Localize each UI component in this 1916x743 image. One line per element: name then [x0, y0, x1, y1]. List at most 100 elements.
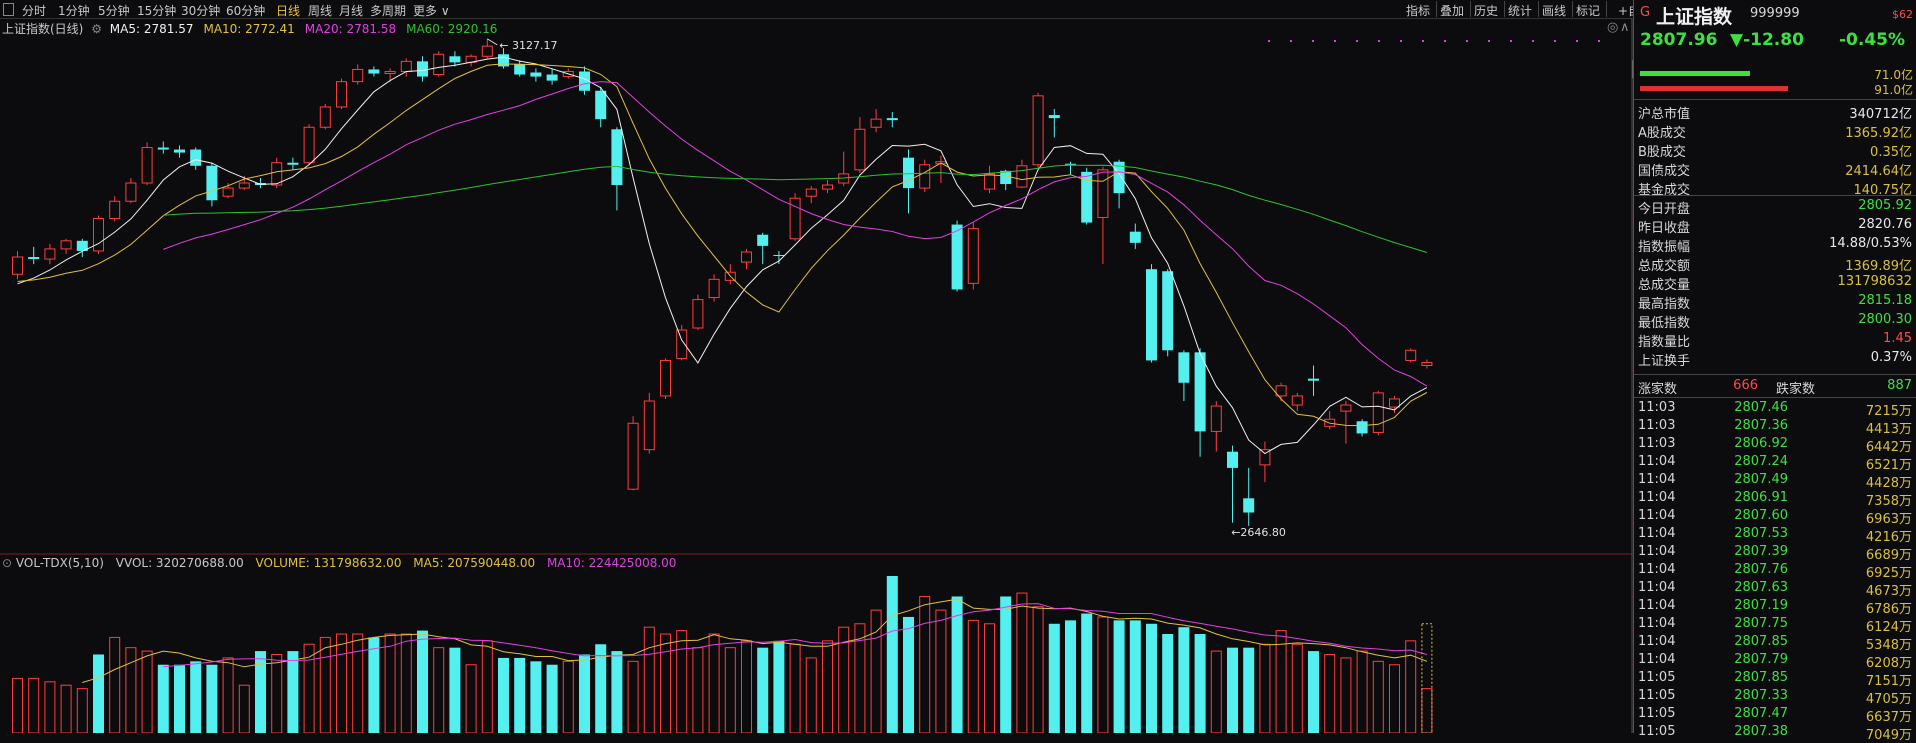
tick-row: 11:04 2807.79 6208万 [1636, 652, 1914, 671]
candle-body [870, 118, 882, 128]
marker-dot [1290, 40, 1292, 42]
toolbar-button-4[interactable]: 画线 [1542, 4, 1567, 18]
stat-row: 今日开盘 2805.92 [1636, 198, 1914, 217]
period-tab-7[interactable]: 周线 [308, 4, 333, 18]
indicator-settings-icon[interactable]: ⊙ [2, 556, 13, 570]
tick-time: 11:04 [1638, 616, 1676, 631]
period-tab-10[interactable]: 更多 ∨ [413, 4, 450, 18]
volume-bar [935, 609, 947, 733]
candle-body [789, 197, 801, 240]
tick-price: 2807.76 [1734, 562, 1788, 577]
volume-bar [611, 651, 623, 733]
volume-bar [562, 660, 574, 733]
tick-time: 11:05 [1638, 688, 1676, 703]
candle-body [579, 71, 590, 91]
stat-label: 总成交量 [1638, 278, 1691, 293]
volume-bar [1372, 660, 1384, 733]
candle-body [1000, 170, 1012, 185]
volume-bar [676, 630, 688, 733]
tick-time: 11:04 [1638, 562, 1676, 577]
candle-body [951, 224, 963, 290]
candle-body [449, 56, 461, 63]
marker-dot [1312, 40, 1314, 42]
chart-settings-icon[interactable]: ◎ [1607, 20, 1619, 35]
volume-bar [255, 651, 266, 733]
kline-chart[interactable]: 3050300029502900285028002750270026503096… [0, 0, 1633, 733]
stat-label: 基金成交 [1638, 183, 1691, 198]
index-code: 999999 [1750, 6, 1800, 21]
gear-icon[interactable]: ⚙ [91, 22, 102, 36]
candle-body [271, 162, 283, 186]
collapse-icon[interactable]: ∧ [1620, 20, 1630, 35]
volume-bar [967, 619, 979, 733]
tick-volume: 5348万 [1865, 638, 1912, 653]
tick-price: 2807.63 [1734, 580, 1788, 595]
period-tab-1[interactable]: 1分钟 [58, 4, 90, 18]
tick-row: 11:04 2807.60 6963万 [1636, 508, 1914, 527]
volume-bar [838, 626, 850, 733]
volume-legend-item: MA10: 224425008.00 [543, 556, 677, 570]
volume-ma10-line [163, 603, 1428, 668]
toolbar-button-0[interactable]: 指标 [1406, 4, 1431, 18]
tick-volume: 4216万 [1865, 530, 1912, 545]
volume-bar [1065, 620, 1076, 733]
stat-value: 0.37% [1870, 350, 1912, 365]
candle-body [1291, 395, 1303, 406]
tick-row: 11:05 2807.85 7151万 [1636, 670, 1914, 689]
volume-bar [222, 657, 234, 733]
ma-line-10 [17, 63, 1428, 427]
candle-body [498, 54, 509, 67]
period-tab-4[interactable]: 30分钟 [181, 4, 221, 18]
volume-bar [595, 644, 607, 733]
marker-dot [1510, 40, 1512, 42]
candle-body [1275, 385, 1287, 397]
volume-bar [141, 650, 153, 733]
stat-label: 指数振幅 [1638, 240, 1691, 255]
toolbar-button-1[interactable]: 叠加 [1440, 4, 1465, 18]
stat-value: 1369.89亿 [1845, 259, 1912, 274]
toolbar-button-2[interactable]: 历史 [1474, 4, 1499, 18]
volume-bar [109, 636, 121, 733]
period-tab-9[interactable]: 多周期 [370, 4, 407, 18]
period-tab-3[interactable]: 15分钟 [137, 4, 177, 18]
toolbar-separator [1538, 1, 1539, 17]
candle-body [1113, 161, 1125, 194]
period-tab-6[interactable]: 日线 [276, 4, 301, 18]
tick-time: 11:04 [1638, 544, 1676, 559]
stat-label: 今日开盘 [1638, 202, 1691, 217]
candle-body [741, 251, 752, 263]
marker-dot [1334, 40, 1336, 42]
candle-body [1405, 349, 1417, 361]
tick-volume: 6786万 [1865, 602, 1912, 617]
volume-bar [1146, 623, 1157, 733]
badge: $62 [1892, 8, 1913, 21]
stat-value: 140.75亿 [1853, 183, 1913, 198]
volume-bar [1275, 630, 1287, 733]
stat-row: 最低指数 2800.30 [1636, 312, 1914, 331]
tick-price: 2807.85 [1734, 670, 1788, 685]
volume-bar [271, 654, 283, 733]
period-tab-2[interactable]: 5分钟 [98, 4, 130, 18]
volume-bar [368, 637, 380, 733]
tick-row: 11:04 2807.24 6521万 [1636, 454, 1914, 473]
candle-body [1194, 352, 1206, 432]
volume-bar [660, 633, 671, 733]
volume-bar [514, 657, 526, 733]
toolbar-button-3[interactable]: 统计 [1508, 4, 1533, 18]
period-tab-5[interactable]: 60分钟 [226, 4, 266, 18]
period-tab-0[interactable]: 分时 [22, 4, 47, 18]
stat-label: 国债成交 [1638, 164, 1691, 179]
stat-label: 指数量比 [1638, 335, 1691, 350]
stat-label: A股成交 [1638, 126, 1686, 141]
period-tab-8[interactable]: 月线 [339, 4, 364, 18]
tick-volume: 4673万 [1865, 584, 1912, 599]
toolbar-button-5[interactable]: 标记 [1576, 4, 1601, 18]
candle-body [854, 128, 866, 171]
marker-dot [1356, 40, 1358, 42]
menu-icon[interactable] [3, 3, 14, 16]
stat-row: 沪总市值 340712亿 [1636, 103, 1914, 122]
candle-body [1146, 269, 1157, 361]
tick-volume: 4428万 [1865, 476, 1912, 491]
toolbar-separator [1436, 1, 1437, 17]
tick-volume: 6208万 [1865, 656, 1912, 671]
